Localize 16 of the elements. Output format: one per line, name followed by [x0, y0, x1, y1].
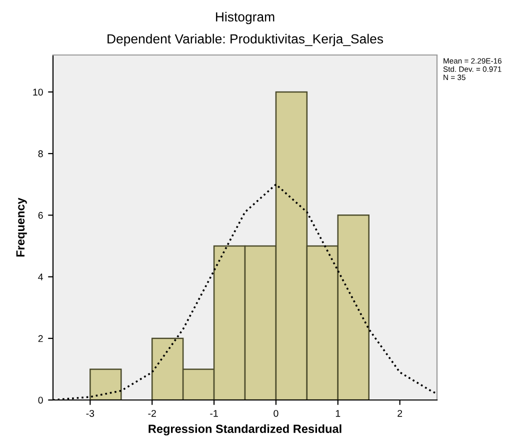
- y-tick-label: 10: [33, 88, 43, 96]
- y-tick-label: 4: [38, 274, 43, 280]
- x-tick-label: -3: [86, 410, 94, 417]
- x-tick-label: -2: [148, 410, 156, 417]
- y-tick-label: 0: [38, 396, 43, 404]
- y-tick-label: 8: [38, 150, 43, 158]
- x-tick-label: -1: [210, 410, 218, 417]
- y-tick-label: 6: [38, 212, 43, 219]
- y-tick-label: 2: [38, 335, 43, 342]
- chart-title: Histogram: [216, 12, 274, 24]
- x-tick-label: 1: [336, 410, 340, 417]
- y-axis-title: Frequency: [16, 198, 27, 257]
- x-tick-label: 2: [398, 410, 402, 417]
- chart-subtitle: Dependent Variable: Produktivitas_Kerja_Sales: [108, 34, 384, 46]
- x-axis-title: Regression Standardized Residual: [148, 424, 342, 436]
- x-tick-label: 0: [274, 410, 278, 417]
